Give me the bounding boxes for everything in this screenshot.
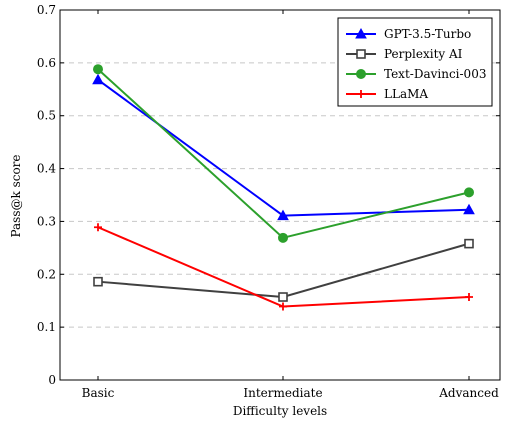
x-axis: Basic Intermediate Advanced	[82, 10, 499, 400]
legend-perplexity-ai: Perplexity AI	[346, 47, 463, 61]
series-perplexity-ai-point-marker	[278, 292, 288, 302]
grid-lines	[60, 62, 500, 328]
y-tick-label: 0.4	[37, 162, 56, 176]
legend-text-davinci-003-swatch-marker	[356, 69, 366, 79]
legend-perplexity-ai-swatch-marker	[356, 49, 366, 59]
plot-frame	[59, 9, 501, 381]
x-tick-label: Advanced	[438, 386, 499, 400]
series-llama-point-marker	[94, 223, 102, 232]
legend-gpt-3-5-turbo-label: GPT-3.5-Turbo	[384, 27, 471, 41]
x-tick-label: Basic	[82, 386, 115, 400]
series-gpt-3-5-turbo-point-marker	[92, 73, 104, 85]
series-perplexity-ai-point-marker	[93, 276, 103, 287]
legend-text-davinci-003-label: Text-Davinci-003	[384, 67, 486, 81]
series-perplexity-ai-point-marker	[464, 238, 474, 249]
series-text-davinci-003-point-marker	[93, 64, 103, 75]
y-tick-label: 0.6	[37, 56, 56, 70]
series-llama-point-marker	[279, 302, 287, 311]
y-axis: 0 0.1 0.2 0.3 0.4 0.5 0.6 0.7	[37, 3, 500, 387]
legend-llama: LLaMA	[346, 87, 428, 101]
legend-gpt-3-5-turbo-swatch-marker	[355, 27, 367, 39]
y-tick-label: 0.2	[37, 267, 56, 281]
series-gpt-3-5-turbo-point-marker	[277, 209, 289, 221]
series-layer	[92, 64, 475, 311]
y-tick-label: 0.7	[37, 3, 56, 17]
legend-perplexity-ai-label: Perplexity AI	[384, 47, 463, 61]
y-tick-label: 0.5	[37, 109, 56, 123]
legend: GPT-3.5-Turbo Perplexity AI Text-Davinci-0…	[337, 17, 493, 107]
legend-text-davinci-003: Text-Davinci-003	[346, 67, 486, 81]
y-axis-label: Pass@k score	[9, 154, 23, 237]
series-text-davinci-003-point-marker	[464, 187, 474, 198]
legend-llama-swatch-marker	[357, 90, 365, 98]
y-tick-label: 0.3	[37, 214, 56, 228]
y-tick-label: 0.1	[37, 320, 56, 334]
series-text-davinci-003-point-marker	[278, 232, 288, 243]
legend-box	[337, 17, 493, 107]
x-tick-label: Intermediate	[243, 386, 322, 400]
y-tick-label: 0	[48, 373, 56, 387]
series-perplexity-ai	[93, 238, 474, 302]
legend-gpt-3-5-turbo: GPT-3.5-Turbo	[346, 27, 471, 41]
series-gpt-3-5-turbo-point-marker	[463, 203, 475, 215]
x-axis-label: Difficulty levels	[233, 404, 327, 418]
legend-llama-label: LLaMA	[384, 87, 428, 101]
series-llama-point-marker	[465, 293, 473, 302]
series-text-davinci-003	[93, 64, 474, 243]
series-llama	[94, 223, 473, 311]
